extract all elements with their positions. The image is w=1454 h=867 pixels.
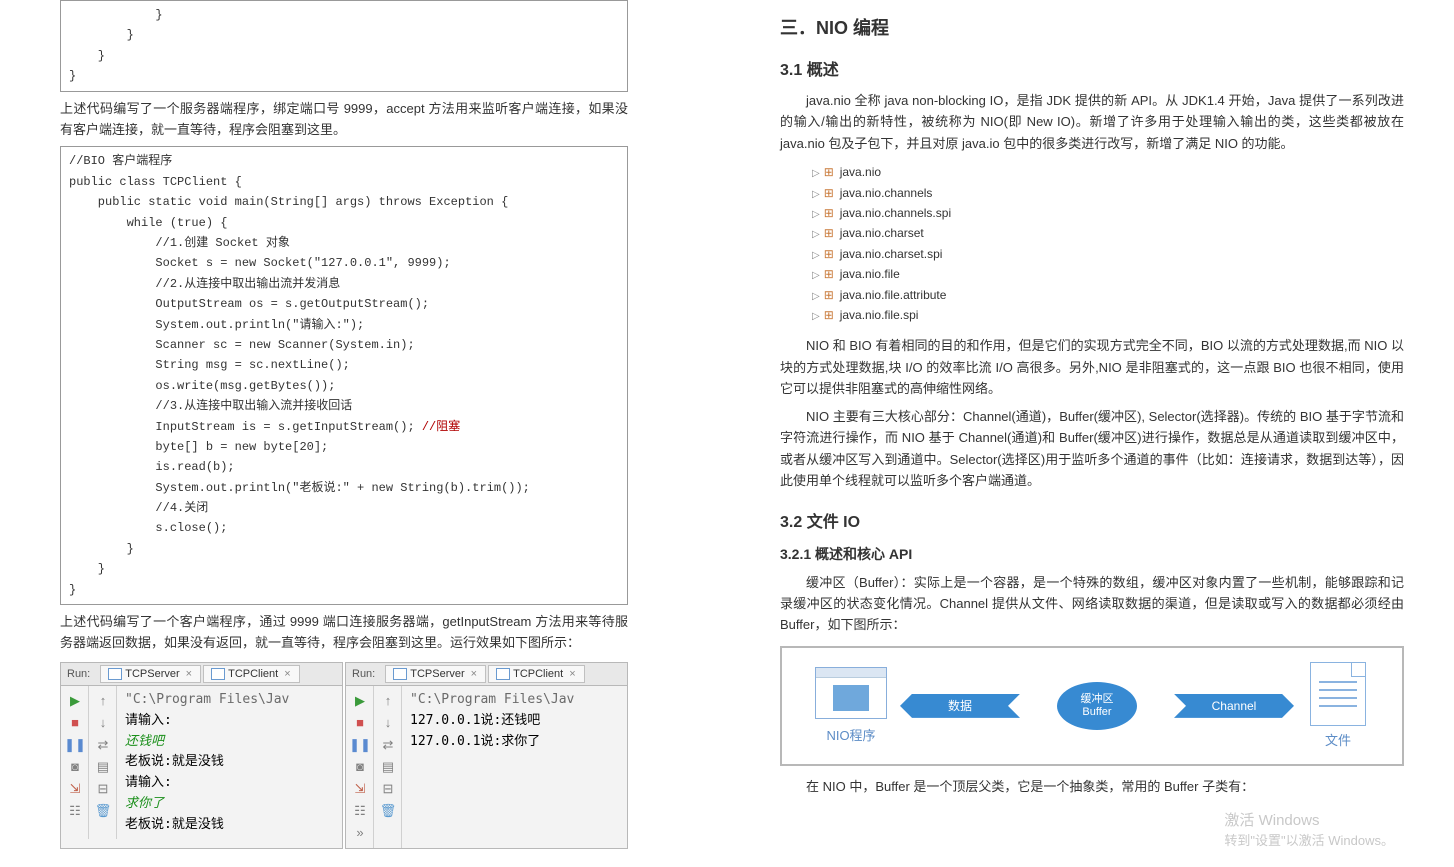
run-panel-server: Run: TCPServer× TCPClient× ▶■❚❚◙⇲☷» ↑↓⇄▤… bbox=[345, 662, 628, 849]
run-panels: Run: TCPServer× TCPClient× ▶■❚❚◙⇲☷ ↑↓⇄▤⊟… bbox=[60, 662, 628, 849]
buffer-label-en: Buffer bbox=[1082, 706, 1111, 719]
gutter-icon[interactable]: ☷ bbox=[348, 800, 372, 822]
gutter-icon[interactable]: ▤ bbox=[376, 756, 400, 778]
run-header-1: Run: TCPServer× TCPClient× bbox=[61, 663, 342, 686]
gutter-icon[interactable]: ❚❚ bbox=[348, 734, 372, 756]
run-output-client: "C:\Program Files\Jav请输入:还钱吧老板说:就是没钱请输入:… bbox=[117, 686, 342, 840]
gutter-icon[interactable]: ■ bbox=[348, 712, 372, 734]
gutter-icon[interactable]: ◙ bbox=[63, 756, 87, 778]
close-icon[interactable]: × bbox=[569, 668, 575, 680]
heading-3-2-1: 3.2.1 概述和核心 API bbox=[780, 544, 1404, 564]
tab-tcpserver[interactable]: TCPServer× bbox=[100, 665, 201, 683]
package-item: ▷⊞java.nio.charset bbox=[812, 223, 1404, 243]
package-item: ▷⊞java.nio.file.attribute bbox=[812, 285, 1404, 305]
run-gutter-col1: ▶■❚❚◙⇲☷» bbox=[346, 686, 374, 848]
run-gutter-col2: ↑↓⇄▤⊟🗑 bbox=[374, 686, 402, 848]
package-item: ▷⊞java.nio.channels bbox=[812, 183, 1404, 203]
window-icon bbox=[815, 667, 887, 719]
para-3-5: 在 NIO 中，Buffer 是一个顶层父类，它是一个抽象类，常用的 Buffe… bbox=[780, 776, 1404, 797]
tab-tcpclient[interactable]: TCPClient× bbox=[488, 665, 585, 683]
buffer-oval: 缓冲区 Buffer bbox=[1057, 682, 1137, 730]
run-header-2: Run: TCPServer× TCPClient× bbox=[346, 663, 627, 686]
para-2: 上述代码编写了一个客户端程序，通过 9999 端口连接服务器端，getInput… bbox=[60, 611, 628, 654]
gutter-icon[interactable]: ⊟ bbox=[376, 778, 400, 800]
buffer-label-cn: 缓冲区 bbox=[1081, 693, 1114, 706]
right-column: 三．NIO 编程 3.1 概述 java.nio 全称 java non-blo… bbox=[640, 0, 1454, 867]
package-item: ▷⊞java.nio.charset.spi bbox=[812, 244, 1404, 264]
gutter-icon[interactable]: ⇄ bbox=[91, 734, 115, 756]
nio-diagram: NIO程序 数据 缓冲区 Buffer Channel bbox=[780, 646, 1404, 766]
gutter-icon[interactable]: 🗑 bbox=[91, 800, 115, 822]
para-3-1: java.nio 全称 java non-blocking IO，是指 JDK … bbox=[780, 90, 1404, 154]
gutter-icon[interactable]: ▤ bbox=[91, 756, 115, 778]
close-icon[interactable]: × bbox=[471, 668, 477, 680]
nio-program-box: NIO程序 bbox=[806, 667, 896, 744]
gutter-icon[interactable]: ☷ bbox=[63, 800, 87, 822]
gutter-icon[interactable]: ◙ bbox=[348, 756, 372, 778]
gutter-icon[interactable]: ⇲ bbox=[63, 778, 87, 800]
para-3-4: 缓冲区（Buffer）：实际上是一个容器，是一个特殊的数组，缓冲区对象内置了一些… bbox=[780, 572, 1404, 636]
file-box: 文件 bbox=[1298, 662, 1378, 749]
nio-label: NIO程序 bbox=[806, 725, 896, 744]
gutter-icon[interactable]: ⇄ bbox=[376, 734, 400, 756]
package-item: ▷⊞java.nio.file bbox=[812, 264, 1404, 284]
data-arrow: 数据 bbox=[900, 694, 1020, 718]
channel-arrow: Channel bbox=[1174, 694, 1294, 718]
file-label: 文件 bbox=[1298, 730, 1378, 749]
windows-watermark: 激活 Windows 转到"设置"以激活 Windows。 bbox=[1224, 809, 1394, 849]
gutter-icon[interactable]: ▶ bbox=[348, 690, 372, 712]
run-panel-client: Run: TCPServer× TCPClient× ▶■❚❚◙⇲☷ ↑↓⇄▤⊟… bbox=[60, 662, 343, 849]
package-item: ▷⊞java.nio.file.spi bbox=[812, 305, 1404, 325]
para-3-3: NIO 主要有三大核心部分：Channel(通道)，Buffer(缓冲区), S… bbox=[780, 406, 1404, 492]
gutter-icon[interactable]: ↓ bbox=[376, 712, 400, 734]
gutter-icon[interactable]: ↑ bbox=[376, 690, 400, 712]
heading-3-2: 3.2 文件 IO bbox=[780, 508, 1404, 532]
arrow-row: 数据 缓冲区 Buffer Channel bbox=[896, 666, 1298, 746]
code-block-1: } } } } bbox=[60, 0, 628, 92]
package-item: ▷⊞java.nio.channels.spi bbox=[812, 203, 1404, 223]
heading-3: 三．NIO 编程 bbox=[780, 14, 1404, 40]
run-gutter-col1: ▶■❚❚◙⇲☷ bbox=[61, 686, 89, 840]
gutter-icon[interactable]: ▶ bbox=[63, 690, 87, 712]
tab-tcpserver[interactable]: TCPServer× bbox=[385, 665, 486, 683]
para-1: 上述代码编写了一个服务器端程序，绑定端口号 9999，accept 方法用来监听… bbox=[60, 98, 628, 141]
watermark-line1: 激活 Windows bbox=[1224, 809, 1394, 830]
gutter-icon[interactable]: ❚❚ bbox=[63, 734, 87, 756]
watermark-line2: 转到"设置"以激活 Windows。 bbox=[1224, 830, 1394, 849]
gutter-icon[interactable]: ↓ bbox=[91, 712, 115, 734]
tab-icon bbox=[212, 669, 224, 679]
run-gutter-col2: ↑↓⇄▤⊟🗑 bbox=[89, 686, 117, 840]
tab-icon bbox=[497, 669, 509, 679]
run-label: Run: bbox=[67, 668, 90, 680]
gutter-icon[interactable]: ↑ bbox=[91, 690, 115, 712]
run-output-server: "C:\Program Files\Jav127.0.0.1说:还钱吧127.0… bbox=[402, 686, 627, 848]
gutter-icon[interactable]: ⇲ bbox=[348, 778, 372, 800]
gutter-icon[interactable]: 🗑 bbox=[376, 800, 400, 822]
tab-tcpclient[interactable]: TCPClient× bbox=[203, 665, 300, 683]
left-column: } } } } 上述代码编写了一个服务器端程序，绑定端口号 9999，accep… bbox=[0, 0, 640, 867]
heading-3-1: 3.1 概述 bbox=[780, 56, 1404, 80]
tab-icon bbox=[109, 669, 121, 679]
close-icon[interactable]: × bbox=[186, 668, 192, 680]
tab-icon bbox=[394, 669, 406, 679]
gutter-icon[interactable]: » bbox=[348, 822, 372, 844]
gutter-icon[interactable]: ⊟ bbox=[91, 778, 115, 800]
close-icon[interactable]: × bbox=[284, 668, 290, 680]
package-list: ▷⊞java.nio▷⊞java.nio.channels▷⊞java.nio.… bbox=[812, 162, 1404, 325]
code-block-2: //BIO 客户端程序 public class TCPClient { pub… bbox=[60, 146, 628, 605]
gutter-icon[interactable]: ■ bbox=[63, 712, 87, 734]
file-icon bbox=[1310, 662, 1366, 726]
para-3-2: NIO 和 BIO 有着相同的目的和作用，但是它们的实现方式完全不同，BIO 以… bbox=[780, 335, 1404, 399]
run-label: Run: bbox=[352, 668, 375, 680]
package-item: ▷⊞java.nio bbox=[812, 162, 1404, 182]
